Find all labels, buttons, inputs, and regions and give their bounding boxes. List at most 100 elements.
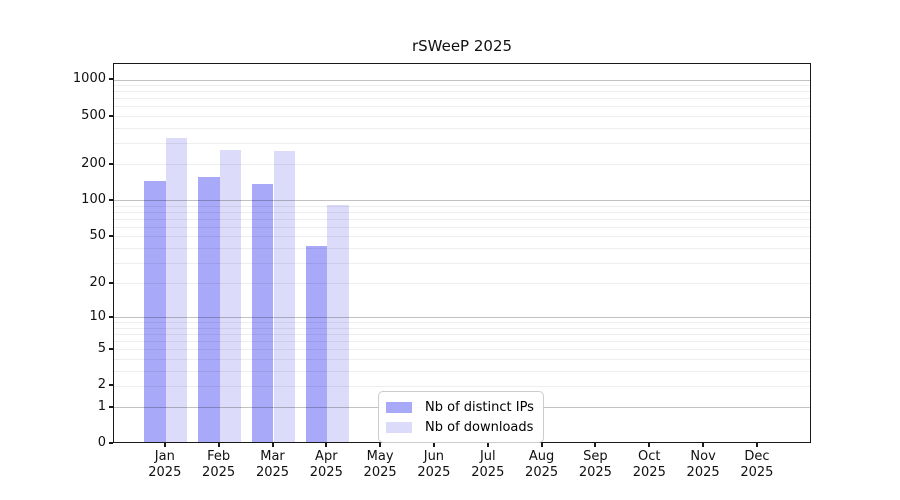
y-tick-label: 500	[81, 107, 106, 123]
x-tick-label: Nov 2025	[671, 449, 735, 481]
y-tick-label: 10	[89, 308, 106, 324]
gridline-minor	[114, 370, 810, 372]
x-tick-label: Oct 2025	[617, 449, 681, 481]
gridline-minor	[114, 91, 810, 93]
gridline-minor	[114, 358, 810, 360]
x-tick-year: 2025	[525, 465, 559, 480]
gridline-minor	[114, 212, 810, 213]
x-tick-year: 2025	[148, 465, 182, 480]
x-tick-mark	[594, 443, 597, 447]
x-tick-mark	[379, 443, 382, 447]
x-tick-month: Feb	[207, 449, 231, 464]
x-tick-mark	[486, 443, 489, 447]
x-tick-month: Jun	[423, 449, 445, 464]
x-tick-month: Mar	[260, 449, 285, 464]
bar-distinct-ips	[305, 246, 328, 442]
y-tick-mark	[109, 281, 113, 284]
gridline-minor	[114, 322, 810, 324]
y-tick-mark	[109, 198, 113, 201]
gridline-minor	[114, 106, 810, 108]
x-tick-mark	[217, 443, 220, 447]
legend-row: Nb of distinct IPs	[386, 400, 534, 415]
legend-label: Nb of downloads	[425, 420, 534, 435]
bar-distinct-ips	[144, 181, 166, 442]
x-tick-label: May 2025	[348, 449, 412, 481]
gridline-minor	[114, 341, 810, 342]
gridline-minor	[114, 226, 810, 228]
gridline-minor	[114, 116, 810, 117]
x-tick-label: Aug 2025	[510, 449, 574, 481]
y-tick-mark	[109, 384, 113, 387]
x-tick-mark	[702, 443, 705, 447]
x-tick-month: Dec	[744, 449, 770, 464]
x-tick-year: 2025	[632, 465, 666, 480]
x-tick-year: 2025	[255, 465, 290, 480]
x-tick-month: Jul	[479, 449, 496, 464]
x-tick-month: Oct	[638, 449, 661, 464]
x-tick-mark	[325, 443, 328, 447]
legend-swatch	[386, 402, 412, 413]
x-tick-label: Jul 2025	[456, 449, 520, 481]
x-tick-year: 2025	[309, 465, 343, 480]
gridline-minor	[114, 349, 810, 351]
x-tick-month: Jan	[154, 449, 175, 464]
y-tick-mark	[109, 162, 113, 165]
x-tick-label: Jan 2025	[133, 449, 197, 481]
gridline-minor	[114, 164, 810, 166]
y-tick-mark	[109, 114, 113, 117]
x-tick-year: 2025	[363, 465, 397, 480]
x-tick-month: May	[366, 449, 394, 464]
gridline-minor	[114, 283, 810, 285]
x-tick-year: 2025	[578, 465, 612, 480]
gridline-minor	[114, 85, 810, 87]
y-tick-mark	[109, 442, 113, 444]
x-tick-mark	[648, 443, 651, 447]
y-tick-label: 5	[97, 340, 106, 356]
bar-downloads	[219, 150, 242, 442]
x-tick-year: 2025	[417, 465, 451, 480]
y-tick-mark	[109, 347, 113, 350]
x-tick-month: Sep	[583, 449, 608, 464]
gridline-minor	[114, 327, 810, 329]
x-tick-label: Mar 2025	[241, 449, 305, 481]
x-tick-month: Aug	[528, 449, 555, 464]
y-tick-label: 0	[97, 435, 106, 450]
x-tick-mark	[540, 443, 543, 447]
gridline-major	[114, 317, 810, 319]
y-tick-label: 1	[97, 398, 106, 414]
plot-area	[113, 63, 811, 443]
gridline-minor	[114, 98, 810, 100]
x-tick-month: Apr	[315, 449, 338, 464]
y-tick-mark	[109, 78, 113, 80]
y-tick-label: 50	[89, 227, 106, 243]
gridline-minor	[114, 205, 810, 207]
bar-distinct-ips	[198, 177, 220, 442]
x-tick-mark	[432, 443, 435, 447]
y-tick-mark	[109, 315, 113, 318]
bar-downloads	[327, 205, 349, 442]
y-tick-label: 2	[97, 377, 106, 393]
gridline-minor	[114, 247, 810, 249]
x-tick-label: Feb 2025	[187, 449, 251, 481]
gridline-minor	[114, 385, 810, 387]
x-tick-label: Sep 2025	[563, 449, 627, 481]
x-tick-year: 2025	[202, 465, 236, 480]
x-tick-label: Dec 2025	[725, 449, 789, 481]
x-tick-label: Apr 2025	[294, 449, 358, 481]
gridline-major	[114, 79, 810, 81]
x-tick-year: 2025	[686, 465, 720, 480]
gridline-minor	[114, 262, 810, 264]
y-tick-label: 200	[81, 155, 106, 171]
gridline-major	[114, 200, 810, 202]
chart-title: rSWeeP 2025	[411, 37, 513, 55]
x-tick-mark	[163, 443, 166, 447]
legend-row: Nb of downloads	[386, 420, 534, 435]
bar-downloads	[165, 138, 188, 442]
x-tick-year: 2025	[471, 465, 505, 480]
legend-swatch	[386, 422, 412, 433]
x-tick-mark	[271, 443, 274, 447]
x-tick-mark	[755, 443, 758, 447]
x-tick-label: Jun 2025	[402, 449, 466, 481]
y-tick-label: 20	[89, 274, 106, 290]
y-tick-label: 1000	[72, 71, 106, 86]
